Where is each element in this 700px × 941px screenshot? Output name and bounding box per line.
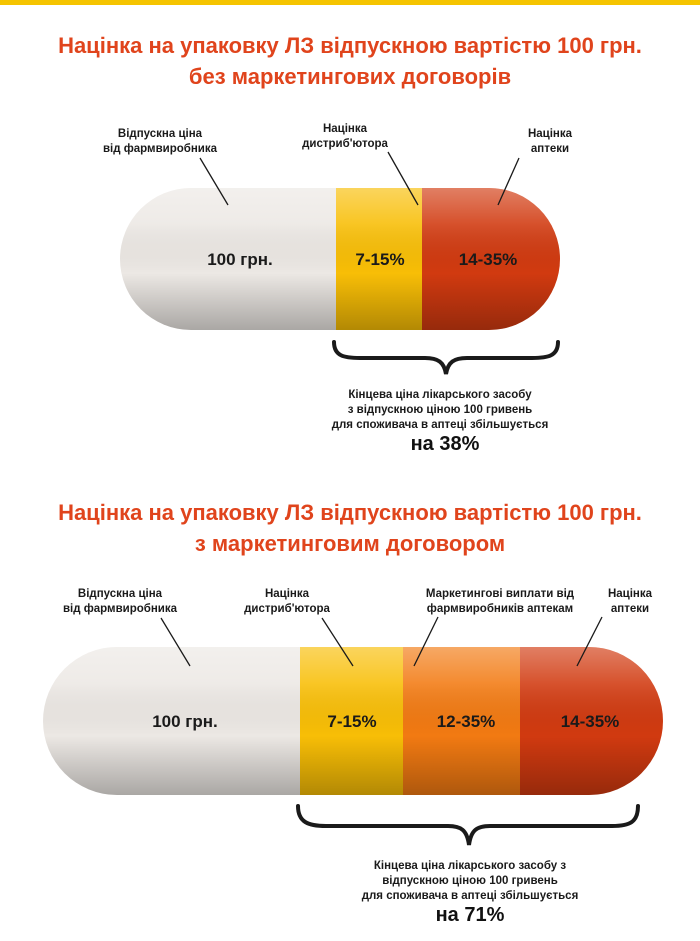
panel2-segment-pharmacy-label: 14-35% [561, 712, 620, 731]
panel2-label-manufacturer-line1: Відпускна ціна [77, 588, 163, 600]
panel1-caption-line1: Кінцева ціна лікарського засобу [348, 389, 532, 401]
panel1-label-manufacturer: Відпускна ціна від фармвиробника [60, 127, 260, 157]
panel1-segment-distributor-label: 7-15% [355, 250, 404, 269]
panel2-caption: Кінцева ціна лікарського засобу з відпус… [320, 859, 620, 904]
panel2-caption-line1: Кінцева ціна лікарського засобу з [373, 860, 567, 872]
panel2-title-line1: Націнка на упаковку ЛЗ відпускною вартіс… [58, 500, 642, 525]
panel2-pointer-manufacturer [160, 617, 191, 667]
panel2-label-manufacturer: Відпускна ціна від фармвиробника [30, 587, 210, 617]
panel2-label-marketing-line2: фармвиробників аптекам [426, 603, 574, 615]
panel2-caption-line2: відпускною ціною 100 гривень [382, 875, 558, 887]
panel2-label-distributor: Націнка дистриб'ютора [222, 587, 352, 617]
panel2-segment-base-label: 100 грн. [152, 712, 218, 731]
panel1-title-line2: без маркетингових договорів [188, 64, 512, 89]
panel1-brace [332, 340, 560, 375]
panel2-segment-marketing-label: 12-35% [437, 712, 496, 731]
panel2-caption-line3: для споживача в аптеці збільшується [361, 890, 579, 902]
panel1-label-distributor-line2: дистриб'ютора [302, 138, 388, 150]
panel2-capsule [43, 647, 663, 795]
panel2-label-pharmacy-line1: Націнка [607, 588, 653, 600]
panel1-pointer-pharmacy [497, 157, 520, 206]
panel1-label-distributor: Націнка дистриб'ютора [280, 122, 410, 152]
panel2-label-marketing: Маркетингові виплати від фармвиробників … [410, 587, 590, 617]
panel2-capsule-shading [43, 647, 663, 795]
panel2-label-pharmacy: Націнка аптеки [590, 587, 670, 617]
panel2-pointer-marketing [413, 616, 439, 667]
panel1-pointer-distributor [387, 151, 419, 206]
panel1-result: на 38% [410, 433, 480, 455]
panel1-caption: Кінцева ціна лікарського засобу з відпус… [300, 388, 580, 433]
panel1-label-manufacturer-line2: від фармвиробника [102, 143, 218, 155]
panel1-caption-line3: для споживача в аптеці збільшується [331, 419, 549, 431]
panel2-label-distributor-line1: Націнка [264, 588, 310, 600]
panel2-pointer-pharmacy [576, 616, 603, 667]
panel2-label-marketing-line1: Маркетингові виплати від [425, 588, 575, 600]
panel2-brace [296, 804, 640, 846]
panel1-label-manufacturer-line1: Відпускна ціна [117, 128, 203, 140]
panel1-caption-line2: з відпускною ціною 100 гривень [347, 404, 533, 416]
panel1-title-line1: Націнка на упаковку ЛЗ відпускною вартіс… [58, 33, 642, 58]
panel1-capsule-shading [120, 188, 560, 330]
top-accent-bar [0, 0, 700, 5]
panel2-title: Націнка на упаковку ЛЗ відпускною вартіс… [0, 497, 700, 559]
panel2-segment-distributor-label: 7-15% [327, 712, 376, 731]
panel1-title: Націнка на упаковку ЛЗ відпускною вартіс… [0, 30, 700, 92]
panel1-label-distributor-line1: Націнка [322, 123, 368, 135]
panel2-result: на 71% [435, 904, 505, 926]
panel1-pointer-manufacturer [199, 157, 229, 206]
panel1-segment-pharmacy-label: 14-35% [459, 250, 518, 269]
panel1-capsule [120, 188, 560, 330]
panel1-label-pharmacy-line1: Націнка [527, 128, 573, 140]
panel1-label-pharmacy-line2: аптеки [530, 143, 570, 155]
panel2-label-pharmacy-line2: аптеки [610, 603, 650, 615]
panel2-label-distributor-line2: дистриб'ютора [244, 603, 330, 615]
panel2-title-line2: з маркетинговим договором [194, 531, 506, 556]
panel2-label-manufacturer-line2: від фармвиробника [62, 603, 178, 615]
panel1-label-pharmacy: Націнка аптеки [505, 127, 595, 157]
panel2-pointer-distributor [321, 617, 354, 667]
panel1-segment-base-label: 100 грн. [207, 250, 273, 269]
